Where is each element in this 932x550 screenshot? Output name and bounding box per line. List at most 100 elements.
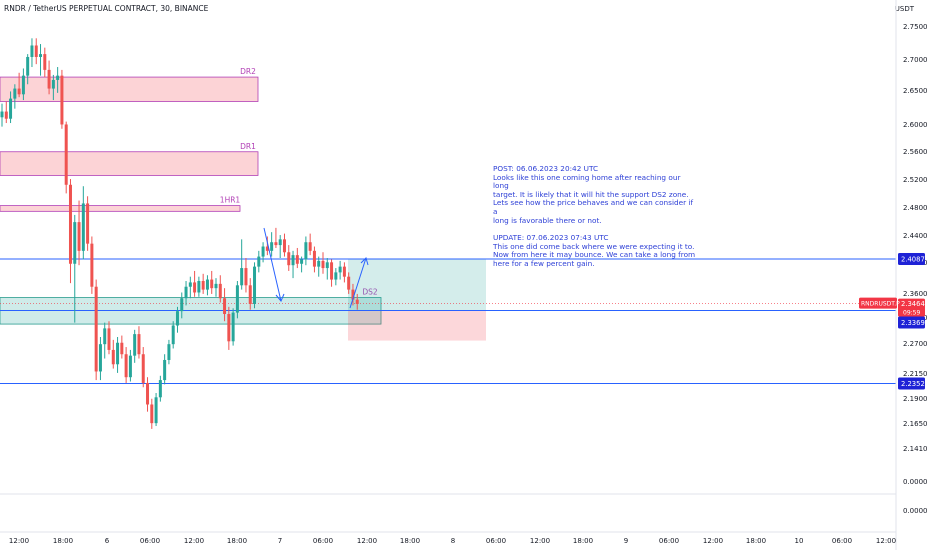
price-tag-ds2-line: 2.3369 bbox=[901, 319, 925, 327]
projection-arrow-up-head bbox=[360, 257, 369, 266]
zone-label-dr1: DR1 bbox=[240, 142, 256, 151]
y-tick-label: 2.1650 bbox=[903, 420, 928, 428]
candle-body bbox=[94, 286, 98, 372]
candle-body bbox=[128, 355, 132, 378]
y-tick-label: 2.7000 bbox=[903, 56, 928, 64]
analysis-note-line: Lets see how the price behaves and we ca… bbox=[493, 198, 694, 216]
analysis-note-line: Now from here it may bounce. We can take… bbox=[493, 250, 696, 260]
zone-1hr1 bbox=[0, 205, 241, 212]
candle-body bbox=[338, 266, 342, 273]
x-tick-label: 12:00 bbox=[9, 537, 29, 545]
candle-body bbox=[86, 203, 90, 244]
candle-body bbox=[141, 354, 145, 383]
candle-body bbox=[193, 282, 197, 293]
x-tick-label: 06:00 bbox=[140, 537, 160, 545]
x-tick-label: 9 bbox=[624, 537, 628, 545]
candle-body bbox=[146, 382, 150, 405]
candle-body bbox=[240, 268, 244, 286]
candle-body bbox=[171, 325, 175, 345]
candle-body bbox=[158, 380, 162, 398]
candle-body bbox=[4, 111, 8, 119]
candle-body bbox=[317, 260, 321, 267]
candle-body bbox=[188, 282, 192, 287]
candle-body bbox=[43, 54, 47, 70]
x-tick-label: 12:00 bbox=[357, 537, 377, 545]
candle-body bbox=[167, 344, 171, 360]
y-tick-label: 2.1410 bbox=[903, 445, 928, 453]
candle-body bbox=[312, 250, 316, 267]
x-tick-label: 10 bbox=[795, 537, 804, 545]
analysis-note-line: POST: 06.06.2023 20:42 UTC bbox=[493, 164, 599, 173]
analysis-note-line: target. It is likely that it will hit th… bbox=[493, 189, 689, 199]
candle-body bbox=[210, 279, 214, 289]
projection-arrows bbox=[263, 227, 369, 309]
candle-body bbox=[124, 354, 128, 378]
candle-body bbox=[150, 404, 154, 424]
candle-body bbox=[68, 184, 72, 264]
zone-label-1hr1: 1HR1 bbox=[220, 196, 241, 205]
candle-body bbox=[347, 276, 351, 290]
x-tick-label: 06:00 bbox=[313, 537, 333, 545]
candle-body bbox=[60, 75, 64, 125]
analysis-note-line: Looks like this one coming home after re… bbox=[493, 172, 681, 191]
candle-body bbox=[295, 255, 299, 264]
analysis-note-line: UPDATE: 07.06.2023 07:43 UTC bbox=[493, 233, 609, 243]
candle-body bbox=[287, 252, 291, 266]
price-tag-countdown: 09:59 bbox=[903, 310, 920, 317]
candle-body bbox=[334, 272, 338, 280]
candle-body bbox=[321, 260, 325, 269]
candle-body bbox=[116, 342, 120, 365]
y-tick-label: 2.4400 bbox=[903, 232, 928, 240]
candle-body bbox=[0, 111, 4, 118]
x-tick-label: 12:00 bbox=[530, 537, 550, 545]
candle-body bbox=[107, 328, 111, 350]
candle-body bbox=[26, 56, 30, 76]
candle-body bbox=[261, 246, 265, 257]
y-tick-label: 0.0000 bbox=[903, 478, 928, 486]
price-unit: USDT bbox=[894, 5, 914, 13]
projection-arrow-up bbox=[349, 257, 367, 309]
position-stop-area bbox=[348, 310, 486, 341]
candle-body bbox=[184, 286, 188, 299]
candle-body bbox=[265, 246, 269, 251]
candle-body bbox=[325, 262, 329, 269]
candle-body bbox=[300, 259, 304, 264]
candle-body bbox=[257, 256, 261, 267]
y-tick-label: 2.6500 bbox=[903, 87, 928, 95]
x-tick-label: 7 bbox=[278, 537, 282, 545]
projection-arrow-down bbox=[263, 227, 282, 302]
candle-body bbox=[214, 283, 218, 289]
y-tick-label: 2.1900 bbox=[903, 395, 928, 403]
candle-body bbox=[98, 344, 102, 372]
candle-body bbox=[253, 266, 257, 304]
projection-arrow-down-head bbox=[275, 293, 285, 302]
horizontal-lines-layer bbox=[0, 258, 896, 385]
candle-body bbox=[30, 45, 34, 57]
x-tick-label: 18:00 bbox=[227, 537, 247, 545]
candle-body bbox=[205, 279, 209, 290]
candle-body bbox=[81, 203, 85, 251]
price-tag-upper-line: 2.4087 bbox=[901, 255, 925, 263]
candle-body bbox=[308, 242, 312, 251]
candle-body bbox=[175, 311, 179, 326]
y-tick-label: 2.6000 bbox=[903, 121, 928, 129]
candle-body bbox=[180, 298, 184, 312]
candle-body bbox=[270, 242, 274, 251]
candle-body bbox=[235, 285, 239, 313]
x-tick-label: 12:00 bbox=[876, 537, 896, 545]
candle-body bbox=[201, 280, 205, 290]
x-tick-label: 18:00 bbox=[400, 537, 420, 545]
candle-body bbox=[111, 349, 115, 365]
candle-body bbox=[244, 268, 248, 286]
price-tag-lower-line-bg bbox=[898, 377, 925, 390]
candle-body bbox=[248, 285, 252, 304]
candle-body bbox=[163, 359, 167, 381]
price-tag-current: 2.3464 bbox=[901, 300, 925, 308]
candle-body bbox=[274, 242, 278, 246]
x-tick-label: 18:00 bbox=[573, 537, 593, 545]
zone-label-dr2: DR2 bbox=[240, 67, 256, 76]
candle-body bbox=[227, 314, 231, 342]
candle-body bbox=[73, 222, 77, 264]
